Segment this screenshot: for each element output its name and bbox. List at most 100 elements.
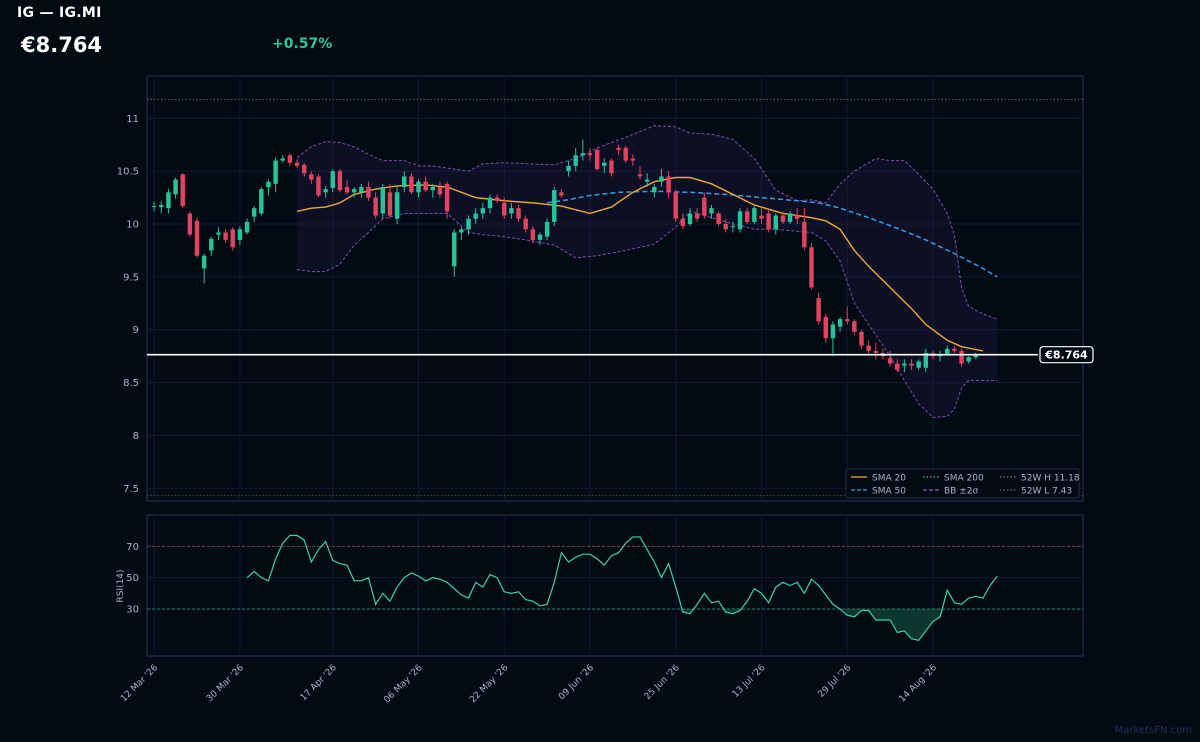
candle — [787, 211, 793, 225]
candle-body — [373, 197, 378, 216]
candle — [437, 181, 443, 198]
candle-body — [730, 226, 736, 228]
candle — [702, 192, 707, 219]
candle — [809, 243, 814, 290]
candle-body — [637, 174, 643, 177]
candle-body — [516, 208, 521, 219]
x-tick-label: 30 Mar '26 — [205, 663, 246, 704]
candle-body — [844, 319, 850, 322]
candle — [444, 181, 450, 219]
candle — [630, 154, 636, 166]
candle — [223, 229, 228, 244]
candle-body — [837, 319, 843, 327]
candle — [187, 211, 193, 237]
candle — [609, 158, 614, 177]
candle-body — [337, 171, 343, 191]
candle-body — [694, 213, 700, 219]
candle — [723, 218, 728, 233]
candle — [952, 345, 957, 353]
candle-body — [902, 363, 907, 366]
candle-body — [966, 357, 971, 362]
candle-body — [344, 187, 350, 193]
candle — [402, 171, 407, 193]
candle-body — [530, 229, 536, 240]
candle — [694, 208, 700, 222]
candle — [737, 208, 743, 233]
candle — [494, 194, 500, 203]
y-tick-label: 10 — [126, 220, 139, 231]
candle — [266, 179, 271, 196]
candle-body — [273, 160, 278, 184]
candle — [480, 202, 486, 219]
candle-body — [316, 176, 321, 196]
candle — [387, 183, 393, 219]
candle — [730, 221, 736, 233]
x-tick-label: 09 Jun '26 — [557, 663, 596, 702]
candle — [394, 187, 400, 225]
candle — [373, 192, 378, 219]
candle — [794, 208, 800, 225]
candle-body — [916, 361, 921, 368]
candle — [359, 183, 364, 198]
candle — [423, 176, 428, 193]
candle-body — [166, 192, 171, 209]
candle-body — [230, 229, 235, 248]
candle — [844, 306, 850, 325]
candle — [530, 226, 536, 244]
legend-label-bb: BB ±2σ — [944, 487, 978, 497]
candle-body — [330, 171, 335, 189]
candle — [837, 317, 843, 332]
candle-body — [594, 150, 600, 170]
candle-body — [587, 153, 593, 156]
candle — [873, 342, 879, 360]
legend-label-h52: 52W H 11.18 — [1021, 474, 1080, 484]
candle — [966, 356, 971, 364]
candle — [316, 174, 321, 198]
candle — [201, 253, 207, 284]
candle-body — [380, 187, 386, 214]
last-price-label: €8.764 — [1044, 349, 1088, 362]
candle-body — [266, 181, 271, 188]
candle — [430, 183, 436, 198]
x-tick-label: 14 Aug '26 — [898, 663, 940, 705]
candle-body — [509, 208, 514, 214]
candle — [659, 169, 664, 188]
candle-body — [887, 358, 893, 364]
candle — [180, 173, 185, 209]
candle — [866, 340, 871, 357]
candle — [273, 157, 278, 193]
candle — [287, 153, 293, 166]
y-tick-label: 8.5 — [123, 378, 139, 389]
candle-body — [409, 176, 414, 193]
candle-body — [802, 221, 807, 248]
candle — [237, 226, 243, 246]
candle-body — [173, 179, 178, 195]
candle-body — [180, 174, 185, 207]
candle — [580, 139, 586, 161]
candle-body — [209, 238, 214, 251]
x-tick-label: 06 May '26 — [382, 663, 424, 705]
candle — [616, 144, 621, 156]
candle-body — [909, 363, 914, 366]
candle-body — [402, 176, 407, 188]
candle-body — [816, 298, 821, 322]
candle — [752, 204, 757, 225]
candle — [487, 194, 493, 214]
price-change: +0.57% — [272, 36, 333, 52]
candle — [652, 183, 657, 198]
watermark: MarketsFN.com — [1114, 725, 1192, 736]
candle — [759, 208, 764, 225]
candle-body — [523, 218, 528, 230]
candle — [623, 145, 628, 163]
candle — [159, 200, 164, 214]
candle-body — [323, 189, 328, 193]
candle — [509, 202, 514, 219]
x-tick-label: 22 May '26 — [468, 663, 510, 705]
candle — [895, 359, 900, 373]
candle-body — [387, 192, 393, 216]
candle-body — [452, 232, 457, 267]
candle-body — [423, 181, 428, 191]
candle-body — [244, 221, 250, 233]
candle-body — [251, 208, 257, 217]
